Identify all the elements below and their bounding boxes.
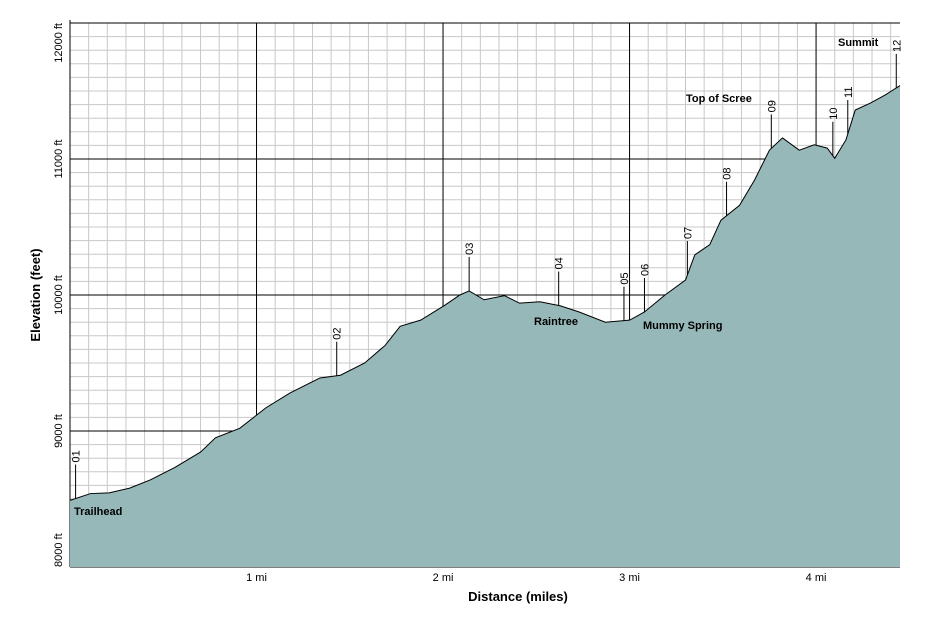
waypoint-label: 01 bbox=[71, 450, 83, 462]
waypoint-label: 02 bbox=[332, 327, 344, 339]
y-tick-label: 10000 ft bbox=[53, 275, 65, 315]
y-tick-label: 8000 ft bbox=[53, 533, 65, 567]
x-tick-label: 3 mi bbox=[619, 572, 640, 584]
waypoint-label: 07 bbox=[682, 227, 694, 239]
area-line bbox=[69, 85, 901, 501]
waypoint-label: 03 bbox=[464, 243, 476, 255]
waypoint-label: 06 bbox=[639, 264, 651, 276]
y-tick-label: 12000 ft bbox=[53, 23, 65, 63]
y-tick-label: 9000 ft bbox=[53, 414, 65, 448]
waypoint-label: 08 bbox=[722, 167, 734, 179]
annotation: Summit bbox=[838, 37, 879, 49]
annotation: Top of Scree bbox=[686, 93, 752, 105]
x-tick-label: 2 mi bbox=[433, 572, 454, 584]
waypoint-label: 09 bbox=[766, 100, 778, 112]
annotation: Trailhead bbox=[74, 506, 122, 518]
x-tick-label: 1 mi bbox=[246, 572, 267, 584]
x-axis-label: Distance (miles) bbox=[468, 589, 568, 604]
waypoint-label: 10 bbox=[828, 108, 840, 120]
area-fill bbox=[70, 85, 900, 567]
waypoint-label: 11 bbox=[843, 87, 855, 98]
waypoint-label: 05 bbox=[619, 272, 631, 284]
annotation: Mummy Spring bbox=[643, 320, 722, 332]
waypoint-label: 04 bbox=[554, 257, 566, 269]
y-axis-label: Elevation (feet) bbox=[28, 248, 43, 341]
y-tick-label: 11000 ft bbox=[53, 140, 65, 179]
waypoint-label: 12 bbox=[891, 40, 903, 52]
annotation: Raintree bbox=[534, 316, 578, 328]
x-tick-label: 4 mi bbox=[806, 572, 827, 584]
